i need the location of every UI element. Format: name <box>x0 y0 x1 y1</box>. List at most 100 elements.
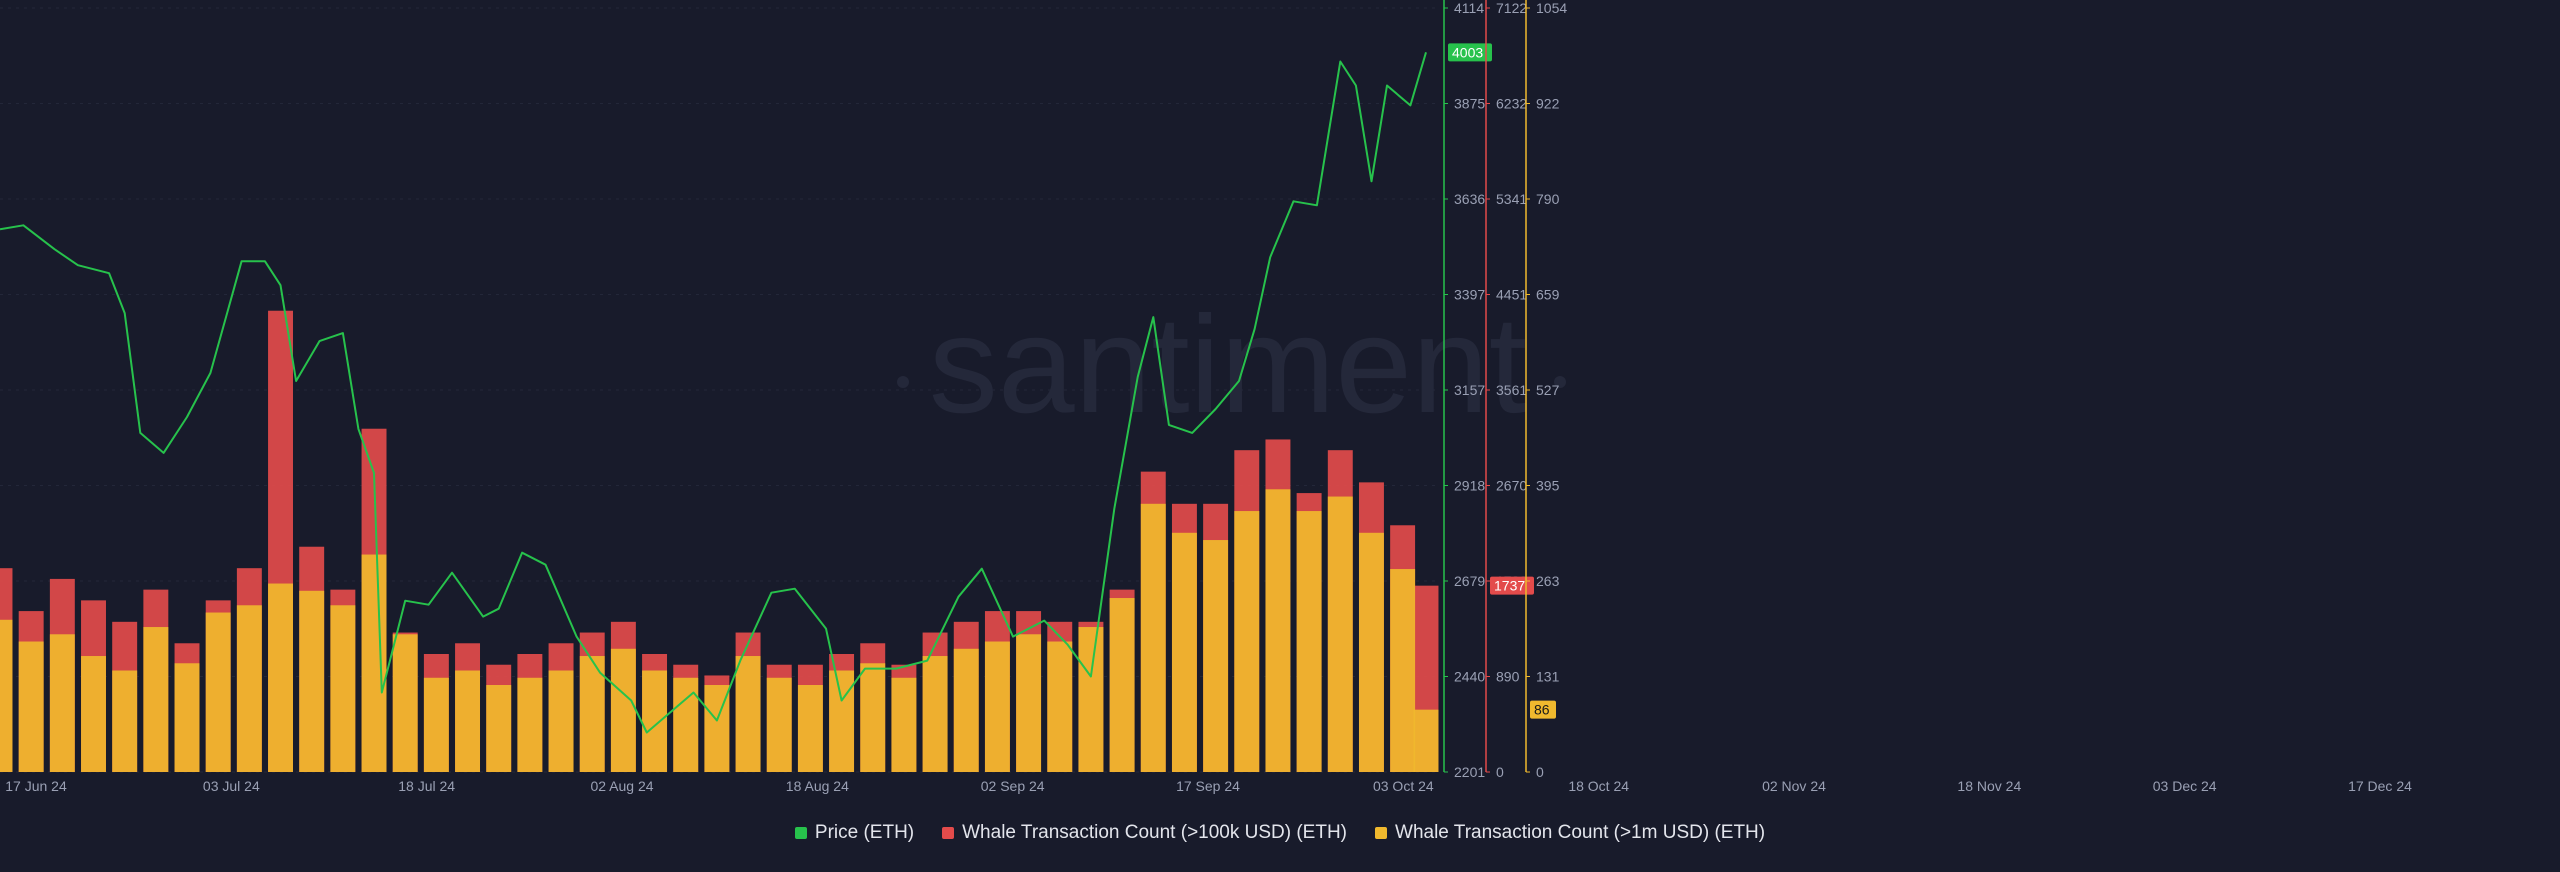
axis-label-whale1m: 790 <box>1536 191 1560 207</box>
x-tick-label: 18 Oct 24 <box>1568 778 1629 794</box>
legend-swatch-whale-100k <box>942 827 954 839</box>
bar-whale1m <box>1297 511 1322 772</box>
bar-whale1m <box>424 678 449 772</box>
bar-whale1m <box>330 605 355 772</box>
axes-layer: 4114 3875 3636 3397 3157 2918 2679 2440 2201 4003… <box>1444 0 1567 780</box>
axis-label-whale100k: 5341 <box>1496 191 1527 207</box>
x-tick-label: 02 Aug 24 <box>590 778 653 794</box>
bar-whale1m <box>1328 497 1353 772</box>
bar-whale1m <box>299 591 324 772</box>
bar-whale1m <box>1078 627 1103 772</box>
bar-whale1m <box>1203 540 1228 772</box>
bar-whale1m <box>206 613 231 772</box>
x-tick-label: 03 Dec 24 <box>2153 778 2217 794</box>
bar-whale1m <box>954 649 979 772</box>
axis-label-whale1m: 1054 <box>1536 0 1567 16</box>
bar-whale1m <box>985 642 1010 772</box>
axis-label-whale100k: 4451 <box>1496 287 1527 303</box>
axis-label-whale1m: 395 <box>1536 478 1560 494</box>
legend-swatch-whale-1m <box>1375 827 1387 839</box>
bar-whale1m <box>0 620 12 772</box>
bar-whale1m <box>860 663 885 772</box>
bar-whale1m <box>642 671 667 772</box>
bar-whale1m <box>1110 598 1135 772</box>
watermark-dot-left <box>897 376 909 388</box>
bar-whale1m <box>455 671 480 772</box>
axis-label-whale100k: 6232 <box>1496 96 1527 112</box>
axis-label-price: 4114 <box>1454 0 1484 16</box>
bar-whale1m <box>1172 533 1197 772</box>
x-tick-label: 18 Nov 24 <box>1957 778 2021 794</box>
bar-whale1m <box>1359 533 1384 772</box>
bar-whale1m <box>549 671 574 772</box>
bar-whale1m <box>1016 634 1041 772</box>
bar-whale1m <box>112 671 137 772</box>
axis-label-price: 2201 <box>1454 764 1485 780</box>
bar-whale1m <box>362 555 387 772</box>
bar-whale1m <box>175 663 200 772</box>
bar-whale1m <box>517 678 542 772</box>
bar-whale1m <box>19 642 44 772</box>
bar-whale1m <box>1141 504 1166 772</box>
x-tick-label: 03 Jul 24 <box>203 778 260 794</box>
watermark: santiment <box>929 288 1527 442</box>
bar-whale1m <box>237 605 262 772</box>
bar-whale1m <box>1414 710 1439 772</box>
axis-label-price: 3875 <box>1454 96 1485 112</box>
x-tick-label: 02 Sep 24 <box>981 778 1045 794</box>
axis-label-price: 3397 <box>1454 287 1485 303</box>
axis-label-price: 3157 <box>1454 382 1485 398</box>
axis-label-whale1m: 527 <box>1536 382 1560 398</box>
legend-item-whale-100k[interactable]: Whale Transaction Count (>100k USD) (ETH… <box>942 822 1347 844</box>
bar-whale1m <box>673 678 698 772</box>
axis-label-whale100k: 7122 <box>1496 0 1527 16</box>
bar-whale1m <box>50 634 75 772</box>
bar-whale1m <box>268 584 293 772</box>
bar-whale1m <box>923 656 948 772</box>
x-tick-label: 18 Aug 24 <box>786 778 849 794</box>
bar-whale1m <box>81 656 106 772</box>
legend-label-price: Price (ETH) <box>815 822 914 844</box>
legend-label-whale-100k: Whale Transaction Count (>100k USD) (ETH… <box>962 822 1347 844</box>
x-tick-label: 17 Dec 24 <box>2348 778 2412 794</box>
bar-whale1m <box>829 671 854 772</box>
axis-label-whale1m: 131 <box>1536 669 1560 685</box>
current-value-label-price: 4003 <box>1452 44 1483 60</box>
x-tick-label: 18 Jul 24 <box>398 778 455 794</box>
axis-label-price: 3636 <box>1454 191 1485 207</box>
axis-label-price: 2440 <box>1454 669 1485 685</box>
x-tick-label: 17 Sep 24 <box>1176 778 1240 794</box>
bar-whale1m <box>1047 642 1072 772</box>
bar-whale1m <box>798 685 823 772</box>
bar-whale1m <box>611 649 636 772</box>
axis-label-price: 2679 <box>1454 573 1485 589</box>
legend-item-whale-1m[interactable]: Whale Transaction Count (>1m USD) (ETH) <box>1375 822 1765 844</box>
legend-swatch-price <box>795 827 807 839</box>
bar-whale1m <box>143 627 168 772</box>
axis-label-price: 2918 <box>1454 478 1485 494</box>
bar-whale1m <box>1265 489 1290 772</box>
axis-label-whale1m: 922 <box>1536 96 1560 112</box>
axis-label-whale1m: 659 <box>1536 287 1560 303</box>
bar-whale1m <box>891 678 916 772</box>
axis-label-whale100k: 0 <box>1496 764 1504 780</box>
axis-label-whale100k: 890 <box>1496 669 1520 685</box>
current-value-label-whale1m: 86 <box>1534 702 1550 718</box>
bar-whale1m <box>486 685 511 772</box>
x-tick-label: 02 Nov 24 <box>1762 778 1826 794</box>
current-value-label-whale100k: 1737 <box>1494 578 1525 594</box>
bar-whale1m <box>736 656 761 772</box>
legend-item-price[interactable]: Price (ETH) <box>795 822 914 844</box>
legend: Price (ETH) Whale Transaction Count (>10… <box>0 818 2560 848</box>
bar-whale1m <box>393 634 418 772</box>
axis-label-whale1m: 0 <box>1536 764 1544 780</box>
legend-label-whale-1m: Whale Transaction Count (>1m USD) (ETH) <box>1395 822 1765 844</box>
axis-label-whale100k: 3561 <box>1496 382 1527 398</box>
bar-whale1m <box>1234 511 1259 772</box>
bar-whale1m <box>1390 569 1415 772</box>
x-tick-label: 03 Oct 24 <box>1373 778 1434 794</box>
axis-label-whale1m: 263 <box>1536 573 1560 589</box>
